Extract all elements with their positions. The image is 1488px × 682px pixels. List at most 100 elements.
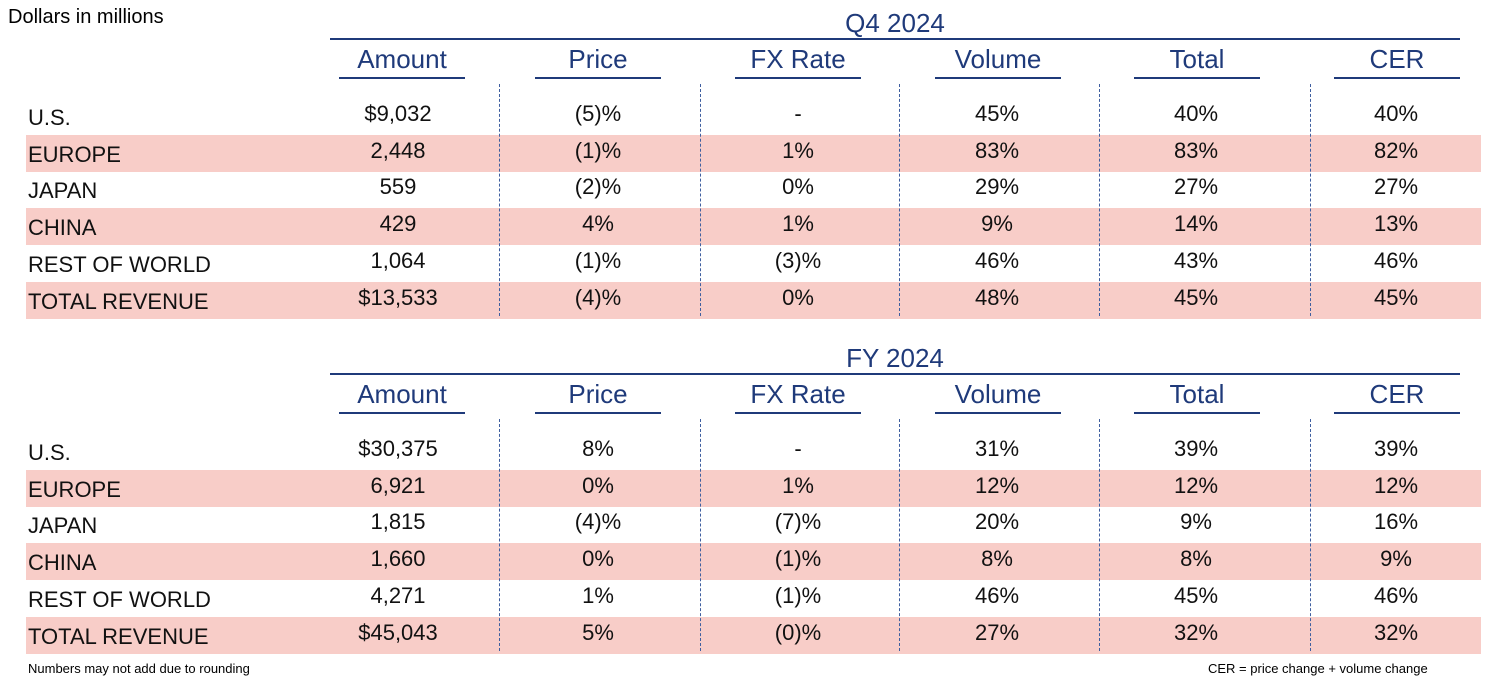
column-header-price: Price — [535, 379, 661, 414]
table-cell-fx-rate: 1% — [782, 211, 814, 237]
table-cell-price: (1)% — [574, 247, 622, 273]
table-cell-amount: $45,043 — [358, 619, 438, 645]
table-row: U.S. $30,375 8% - 31% 39% 39% — [26, 433, 1481, 470]
table-cell-total: 83% — [1173, 137, 1219, 163]
column-separator — [899, 419, 900, 651]
table-cell-fx-rate: (3)% — [774, 247, 822, 273]
table-cell-price: 0% — [582, 472, 614, 498]
table-cell-volume: 29% — [974, 174, 1020, 200]
column-header-total: Total — [1134, 379, 1260, 414]
section-title: Q4 2024 — [845, 8, 945, 38]
row-label: TOTAL REVENUE — [28, 623, 209, 649]
table-cell-cer: 13% — [1373, 211, 1419, 237]
table-row: U.S. $9,032 (5)% - 45% 40% 40% — [26, 98, 1481, 135]
table-cell-volume: 46% — [974, 582, 1020, 608]
table-cell-total: 39% — [1173, 436, 1219, 461]
table-row: CHINA 1,660 0% (1)% 8% 8% 9% — [26, 543, 1481, 581]
table-cell-cer: 46% — [1373, 247, 1419, 273]
table-cell-cer: 16% — [1373, 509, 1419, 535]
table-cell-total: 32% — [1173, 619, 1219, 645]
row-label: JAPAN — [28, 513, 98, 539]
row-label: EUROPE — [28, 476, 121, 502]
table-cell-fx-rate: - — [794, 436, 802, 461]
column-separator — [1099, 84, 1100, 316]
table-cell-amount: 559 — [379, 174, 417, 200]
table-cell-fx-rate: (7)% — [774, 509, 822, 535]
table-cell-amount: 2,448 — [370, 137, 426, 163]
footnote-rounding: Numbers may not add due to rounding — [28, 661, 250, 676]
column-separator — [1099, 419, 1100, 651]
row-label: CHINA — [28, 550, 97, 576]
table-row: JAPAN 1,815 (4)% (7)% 20% 9% 16% — [26, 506, 1481, 543]
table-cell-cer: 45% — [1373, 284, 1419, 310]
table-cell-volume: 45% — [974, 101, 1020, 126]
title-rule — [330, 38, 1460, 40]
row-label: EUROPE — [28, 141, 121, 167]
table-cell-cer: 46% — [1373, 582, 1419, 608]
column-header-volume: Volume — [935, 379, 1061, 414]
row-label: REST OF WORLD — [28, 251, 211, 277]
table-cell-total: 27% — [1173, 174, 1219, 200]
table-cell-fx-rate: 0% — [782, 284, 814, 310]
table-cell-volume: 48% — [974, 284, 1020, 310]
column-separator — [499, 84, 500, 316]
row-label: JAPAN — [28, 178, 98, 204]
row-label: U.S. — [28, 440, 71, 465]
column-header-total: Total — [1134, 44, 1260, 79]
table-cell-price: (1)% — [574, 137, 622, 163]
column-header-fx-rate: FX Rate — [735, 379, 861, 414]
column-separator — [899, 84, 900, 316]
table-cell-price: (2)% — [574, 174, 622, 200]
table-cell-fx-rate: 0% — [782, 174, 814, 200]
table-row: EUROPE 6,921 0% 1% 12% 12% 12% — [26, 469, 1481, 507]
table-cell-total: 8% — [1180, 546, 1212, 572]
footnote-cer: CER = price change + volume change — [1208, 661, 1428, 676]
table-cell-cer: 39% — [1373, 436, 1419, 461]
table-cell-price: (5)% — [574, 101, 622, 126]
table-cell-cer: 82% — [1373, 137, 1419, 163]
table-cell-total: 14% — [1173, 211, 1219, 237]
section-title: FY 2024 — [846, 343, 944, 373]
row-label: U.S. — [28, 105, 71, 130]
table-cell-fx-rate: 1% — [782, 137, 814, 163]
table-cell-amount: $9,032 — [364, 101, 432, 126]
column-header-amount: Amount — [339, 379, 465, 414]
table-row: EUROPE 2,448 (1)% 1% 83% 83% 82% — [26, 134, 1481, 172]
table-row: TOTAL REVENUE $13,533 (4)% 0% 48% 45% 45% — [26, 281, 1481, 319]
table-cell-volume: 12% — [974, 472, 1020, 498]
table-row: REST OF WORLD 1,064 (1)% (3)% 46% 43% 46% — [26, 245, 1481, 282]
table-cell-fx-rate: 1% — [782, 472, 814, 498]
units-label: Dollars in millions — [8, 6, 164, 28]
table-cell-volume: 8% — [981, 546, 1013, 572]
column-separator — [700, 84, 701, 316]
column-separator — [1310, 84, 1311, 316]
row-label: TOTAL REVENUE — [28, 288, 209, 314]
table-cell-cer: 32% — [1373, 619, 1419, 645]
column-header-cer: CER — [1334, 379, 1460, 414]
row-label: REST OF WORLD — [28, 586, 211, 612]
table-row: TOTAL REVENUE $45,043 5% (0)% 27% 32% 32% — [26, 616, 1481, 654]
table-cell-price: (4)% — [574, 509, 622, 535]
table-cell-fx-rate: (0)% — [774, 619, 822, 645]
table-cell-volume: 31% — [974, 436, 1020, 461]
table-cell-amount: 6,921 — [370, 472, 426, 498]
table-cell-total: 12% — [1173, 472, 1219, 498]
table-cell-price: 0% — [582, 546, 614, 572]
table-cell-cer: 9% — [1380, 546, 1412, 572]
table-cell-total: 9% — [1180, 509, 1212, 535]
table-cell-amount: 429 — [379, 211, 417, 237]
table-cell-price: 4% — [582, 211, 614, 237]
table-row: JAPAN 559 (2)% 0% 29% 27% 27% — [26, 171, 1481, 208]
table-cell-price: 8% — [582, 436, 614, 461]
table-cell-price: 5% — [582, 619, 614, 645]
table-cell-volume: 9% — [981, 211, 1013, 237]
table-cell-total: 45% — [1173, 582, 1219, 608]
column-header-fx-rate: FX Rate — [735, 44, 861, 79]
column-separator — [499, 419, 500, 651]
column-header-price: Price — [535, 44, 661, 79]
column-header-amount: Amount — [339, 44, 465, 79]
table-cell-amount: 1,815 — [370, 509, 426, 535]
table-cell-volume: 20% — [974, 509, 1020, 535]
table-cell-price: 1% — [582, 582, 614, 608]
table-cell-amount: $13,533 — [358, 284, 438, 310]
